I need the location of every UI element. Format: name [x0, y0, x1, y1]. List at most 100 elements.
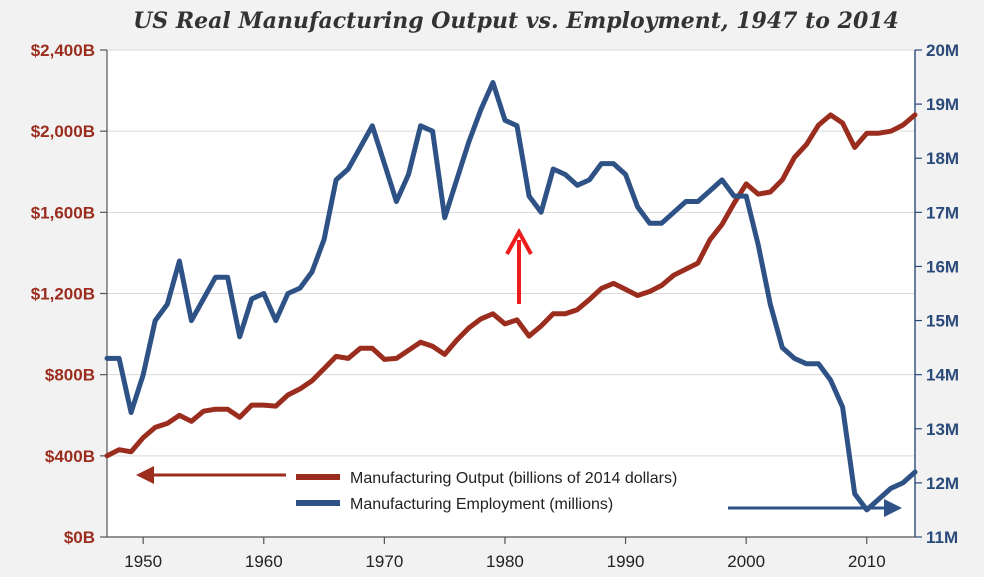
data-point [841, 405, 845, 409]
data-point [756, 192, 760, 196]
data-point [370, 346, 374, 350]
gridlines [107, 49, 915, 457]
left-tick-label: $2,400B [31, 41, 95, 60]
data-point [407, 173, 410, 176]
data-point [805, 362, 808, 366]
data-point [455, 338, 459, 342]
data-point [696, 261, 700, 265]
data-point [612, 162, 615, 166]
series-group [104, 80, 918, 513]
data-point [732, 194, 736, 198]
data-point [684, 200, 688, 203]
data-point [177, 413, 181, 417]
left-tick-label: $1,600B [31, 203, 95, 222]
data-point [479, 317, 483, 321]
right-tick-label: 17M [926, 203, 959, 222]
data-point [202, 409, 205, 413]
data-point [310, 270, 314, 274]
data-point [129, 450, 133, 454]
data-point [443, 352, 447, 356]
data-point [394, 356, 398, 360]
right-tick-label: 14M [926, 366, 959, 385]
data-point [817, 362, 820, 366]
data-point [419, 340, 423, 344]
left-tick-label: $2,000B [31, 122, 95, 141]
data-point [551, 312, 555, 316]
right-tick-label: 11M [926, 528, 958, 547]
data-point [334, 354, 338, 358]
data-point [612, 281, 615, 285]
data-point [358, 346, 362, 350]
data-point [286, 292, 290, 295]
data-point [829, 378, 833, 382]
right-tick-label: 20M [926, 41, 959, 60]
data-point [177, 259, 181, 263]
data-point [214, 407, 217, 411]
data-point [141, 436, 145, 440]
data-point [648, 221, 652, 225]
data-point [877, 131, 881, 135]
data-point [768, 302, 772, 306]
data-point [189, 319, 193, 323]
data-point [262, 403, 266, 407]
data-point [153, 425, 157, 429]
data-point [455, 178, 459, 182]
data-point [286, 393, 290, 397]
data-point [105, 454, 109, 458]
data-point [358, 145, 362, 149]
data-point [165, 302, 169, 306]
left-tick-label: $0B [64, 528, 95, 547]
x-tick-label: 1970 [365, 552, 403, 571]
data-point [226, 275, 230, 279]
data-point [708, 189, 712, 193]
data-point [105, 356, 109, 360]
data-point [720, 178, 724, 182]
data-point [117, 356, 121, 360]
data-point [491, 81, 495, 84]
data-point [660, 221, 664, 225]
data-point [346, 356, 350, 360]
left-tick-label: $1,200B [31, 285, 95, 304]
data-point [515, 318, 519, 322]
x-tick-label: 2010 [848, 552, 886, 571]
data-point [419, 124, 423, 128]
data-point [901, 123, 905, 127]
x-tick-label: 1980 [486, 552, 524, 571]
right-tick-label: 19M [926, 95, 959, 114]
data-point [624, 287, 628, 291]
data-point [780, 178, 784, 182]
data-point [153, 319, 157, 323]
series-line-output-points [105, 113, 917, 458]
series-line-output [104, 112, 918, 459]
right-pointing-arrowhead [884, 499, 902, 517]
data-point [599, 162, 603, 166]
data-point [672, 210, 676, 214]
data-point [575, 183, 579, 187]
data-point [768, 190, 772, 194]
data-point [889, 129, 893, 133]
data-point [817, 123, 820, 127]
data-point [636, 205, 640, 209]
data-point [527, 194, 531, 198]
data-point [262, 292, 266, 295]
data-point [189, 419, 193, 423]
data-point [732, 201, 736, 205]
data-point [370, 124, 374, 128]
data-point [274, 404, 278, 408]
right-tick-label: 18M [926, 149, 959, 168]
x-tick-label: 1950 [124, 552, 162, 571]
data-point [334, 178, 338, 182]
data-point [636, 294, 640, 297]
data-point [226, 407, 230, 411]
annotation-arrows [136, 227, 902, 517]
right-axis-ticks: 11M 12M 13M 14M 15M 16M 17M 18M 19M 20M [915, 41, 959, 547]
x-tick-label: 1960 [245, 552, 283, 571]
left-tick-label: $800B [45, 366, 95, 385]
data-point [491, 312, 495, 316]
data-point [913, 113, 917, 117]
data-point [756, 243, 760, 247]
data-point [479, 108, 483, 111]
data-point [431, 344, 435, 348]
